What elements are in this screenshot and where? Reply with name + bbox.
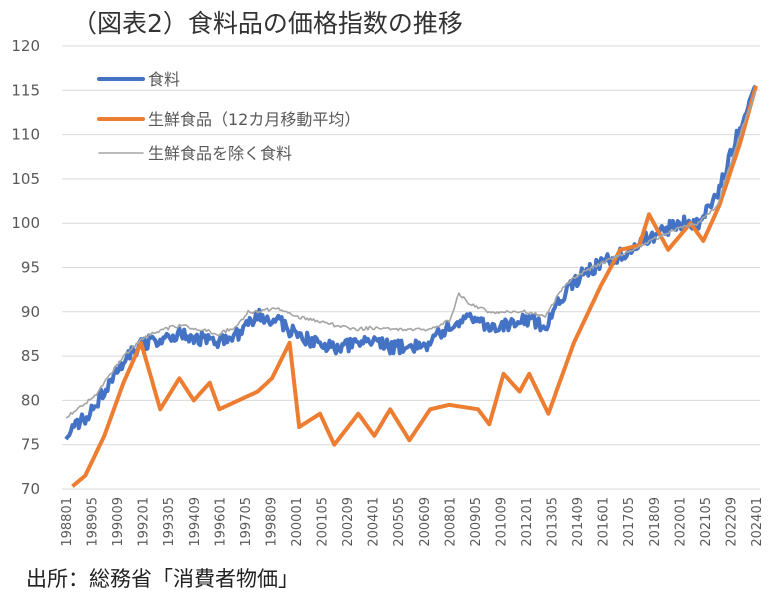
x-tick-label: 202209: [724, 497, 739, 547]
x-tick-label: 201809: [648, 497, 663, 547]
x-tick-label: 201601: [597, 497, 612, 547]
x-tick-label: 199809: [264, 497, 279, 547]
x-tick-label: 201009: [494, 497, 509, 547]
legend-label: 食料: [148, 70, 180, 89]
y-tick-label: 90: [21, 303, 40, 321]
chart-title: （図表2）食料品の価格指数の推移: [72, 9, 463, 38]
y-tick-label: 75: [21, 436, 40, 454]
x-tick-label: 199305: [162, 497, 177, 547]
legend-label: 生鮮食品（12カ月移動平均）: [148, 110, 360, 129]
x-tick-label: 200801: [443, 497, 458, 547]
y-tick-label: 70: [21, 480, 40, 498]
x-tick-label: 202401: [750, 497, 765, 547]
y-tick-label: 80: [21, 391, 40, 409]
x-tick-label: 198801: [60, 497, 75, 547]
x-tick-label: 200905: [469, 497, 484, 547]
legend-label: 生鮮食品を除く食料: [148, 144, 292, 163]
x-tick-label: 200401: [367, 497, 382, 547]
x-tick-label: 202105: [699, 497, 714, 547]
y-tick-label: 100: [11, 214, 40, 232]
x-tick-label: 202001: [673, 497, 688, 547]
series-line: [64, 84, 758, 441]
x-tick-label: 199409: [188, 497, 203, 547]
x-tick-label: 200609: [418, 497, 433, 547]
y-tick-label: 120: [11, 37, 40, 55]
y-tick-label: 105: [11, 170, 40, 188]
x-tick-label: 201409: [571, 497, 586, 547]
series-line: [65, 90, 757, 419]
x-tick-label: 199601: [213, 497, 228, 547]
x-tick-label: 199009: [111, 497, 126, 547]
series-line: [71, 85, 758, 488]
x-tick-label: 200209: [341, 497, 356, 547]
y-tick-label: 115: [11, 81, 40, 99]
x-tick-label: 199201: [137, 497, 152, 547]
x-tick-label: 199705: [239, 497, 254, 547]
x-tick-label: 200505: [392, 497, 407, 547]
x-tick-label: 200105: [316, 497, 331, 547]
source-note: 出所：総務省「消費者物価」: [26, 567, 299, 591]
x-tick-label: 201305: [546, 497, 561, 547]
y-tick-label: 110: [11, 126, 40, 144]
y-tick-label: 95: [21, 259, 40, 277]
x-tick-label: 200001: [290, 497, 305, 547]
x-tick-label: 198905: [86, 497, 101, 547]
x-tick-label: 201201: [520, 497, 535, 547]
x-tick-label: 201705: [622, 497, 637, 547]
y-tick-label: 85: [21, 347, 40, 365]
